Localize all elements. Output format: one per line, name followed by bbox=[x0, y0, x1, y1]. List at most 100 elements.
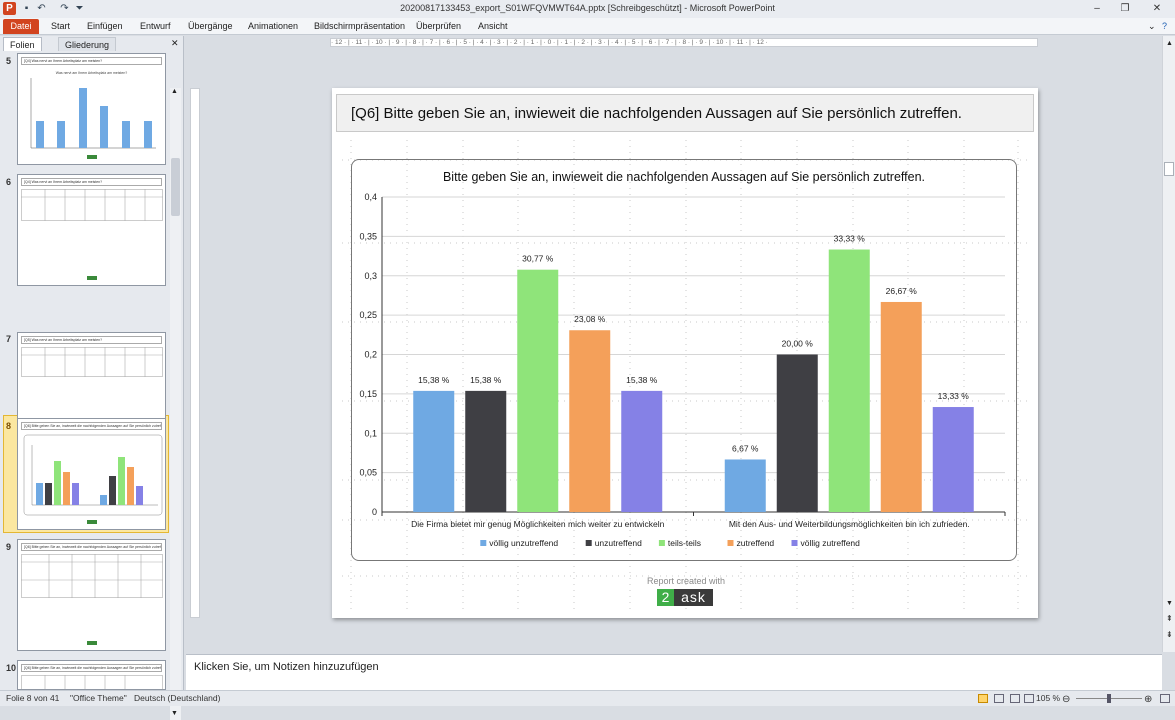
report-created-text: Report created with bbox=[646, 576, 726, 586]
data-label: 6,67 % bbox=[732, 443, 759, 453]
y-tick-label: 0,05 bbox=[359, 468, 377, 478]
tab-ueberpruefen[interactable]: Überprüfen bbox=[416, 21, 462, 31]
legend-swatch bbox=[791, 540, 798, 546]
scroll-down-icon[interactable]: ▼ bbox=[171, 710, 178, 717]
slide-sorter-icon[interactable] bbox=[994, 694, 1004, 703]
bar-chart: Bitte geben Sie an, inwieweit die nachfo… bbox=[359, 170, 1006, 548]
slide-title[interactable]: [Q6] Bitte geben Sie an, inwieweit die n… bbox=[336, 94, 1034, 132]
vertical-scrollbar[interactable]: ▲ ▼ ⇞ ⇟ bbox=[1162, 36, 1175, 652]
fit-to-window-icon[interactable] bbox=[1160, 694, 1170, 703]
zoom-level[interactable]: 105 % bbox=[1036, 693, 1061, 703]
legend-label: unzutreffend bbox=[595, 538, 642, 548]
theme-name[interactable]: "Office Theme" bbox=[70, 693, 127, 703]
thumb-chart bbox=[23, 434, 163, 516]
tab-datei[interactable]: Datei bbox=[3, 19, 39, 34]
slide-thumbnail-6[interactable]: [Q4] Was nervt an Ihrem Arbeitsplatz am … bbox=[17, 174, 166, 286]
save-icon[interactable]: ▪ bbox=[24, 3, 29, 14]
data-label: 33,33 % bbox=[834, 234, 866, 244]
reading-view-icon[interactable] bbox=[1010, 694, 1020, 703]
tab-einfuegen[interactable]: Einfügen bbox=[87, 21, 123, 31]
thumb-title: [Q6] Bitte geben Sie an, inwieweit die n… bbox=[21, 664, 162, 672]
powerpoint-logo-icon[interactable]: P bbox=[3, 2, 16, 15]
thumb-table bbox=[21, 189, 163, 221]
y-tick-label: 0,1 bbox=[364, 428, 377, 438]
zoom-slider-thumb[interactable] bbox=[1107, 694, 1111, 703]
bar bbox=[569, 330, 611, 512]
2ask-logo: 2 ask bbox=[657, 589, 713, 606]
legend-label: völlig unzutreffend bbox=[489, 538, 558, 548]
thumb-title: [Q4] Was nervt an Ihrem Arbeitsplatz am … bbox=[21, 178, 162, 186]
pane-close-icon[interactable]: ✕ bbox=[171, 38, 179, 48]
horizontal-ruler[interactable]: · 12 · | · 11 · | · 10 · | · 9 · | · 8 ·… bbox=[330, 38, 1038, 47]
data-label: 23,08 % bbox=[574, 314, 606, 324]
y-tick-label: 0,35 bbox=[359, 231, 377, 241]
zoom-in-icon[interactable]: ⊕ bbox=[1144, 694, 1153, 705]
notes-pane[interactable]: Klicken Sie, um Notizen hinzuzufügen bbox=[186, 654, 1162, 690]
bar bbox=[880, 301, 922, 512]
slide-thumbnail-10[interactable]: [Q6] Bitte geben Sie an, inwieweit die n… bbox=[17, 660, 166, 690]
scroll-up-icon[interactable]: ▲ bbox=[1166, 40, 1173, 47]
redo-icon[interactable]: ↷ bbox=[60, 3, 69, 14]
scrollbar-thumb[interactable] bbox=[1164, 162, 1174, 176]
tab-folien[interactable]: Folien bbox=[3, 37, 42, 51]
thumb-chart-title: Was nervt am Ihrem Arbeitsplatz am meist… bbox=[55, 71, 128, 75]
ribbon-tabs: Datei Start Einfügen Entwurf Übergänge A… bbox=[0, 18, 1175, 35]
zoom-out-icon[interactable]: ⊖ bbox=[1062, 694, 1071, 705]
title-bar: P ▪ ↶ ↷ ⏷ 20200817133453_export_S01WFQVM… bbox=[0, 0, 1175, 18]
slide-counter: Folie 8 von 41 bbox=[6, 693, 60, 703]
slide-canvas[interactable]: [Q6] Bitte geben Sie an, inwieweit die n… bbox=[332, 88, 1038, 618]
next-slide-icon[interactable]: ⇟ bbox=[1166, 630, 1173, 639]
bar bbox=[828, 249, 870, 512]
slide-number: 9 bbox=[6, 542, 12, 552]
chart-frame[interactable]: Bitte geben Sie an, inwieweit die nachfo… bbox=[351, 159, 1017, 561]
thumb-title: [Q6] Bitte geben Sie an, inwieweit die n… bbox=[21, 422, 162, 430]
y-tick-label: 0,4 bbox=[364, 192, 377, 202]
tab-ansicht[interactable]: Ansicht bbox=[478, 21, 508, 31]
help-icon[interactable]: ? bbox=[1162, 21, 1168, 31]
slide-thumbnail-9[interactable]: [Q6] Bitte geben Sie an, inwieweit die n… bbox=[17, 539, 166, 651]
customize-toolbar-icon[interactable]: ⏷ bbox=[75, 3, 84, 14]
tab-uebergaenge[interactable]: Übergänge bbox=[188, 21, 233, 31]
previous-slide-icon[interactable]: ⇞ bbox=[1166, 614, 1173, 623]
scroll-down-icon[interactable]: ▼ bbox=[1166, 600, 1173, 607]
x-category-label: Die Firma bietet mir genug Möglichkeiten… bbox=[411, 519, 664, 529]
tab-animationen[interactable]: Animationen bbox=[248, 21, 299, 31]
legend-label: völlig zutreffend bbox=[801, 538, 861, 548]
bar bbox=[932, 407, 974, 512]
logo-word: ask bbox=[674, 589, 713, 606]
maximize-button[interactable]: ❐ bbox=[1120, 3, 1130, 14]
slide-number: 8 bbox=[6, 421, 12, 431]
thumb-title: [Q5] Was nervt an Ihrem Arbeitsplatz am … bbox=[21, 336, 162, 344]
slide-number: 6 bbox=[6, 177, 12, 187]
logo-digit: 2 bbox=[657, 589, 674, 606]
slide-number: 5 bbox=[6, 56, 12, 66]
minimize-button[interactable]: – bbox=[1094, 3, 1100, 14]
thumb-chart bbox=[30, 78, 156, 149]
language-status[interactable]: Deutsch (Deutschland) bbox=[134, 693, 221, 703]
tab-entwurf[interactable]: Entwurf bbox=[140, 21, 171, 31]
thumb-logo bbox=[87, 520, 97, 524]
legend-label: teils-teils bbox=[668, 538, 701, 548]
data-label: 15,38 % bbox=[626, 375, 658, 385]
scroll-up-icon[interactable]: ▲ bbox=[171, 88, 178, 95]
close-button[interactable]: ✕ bbox=[1152, 3, 1162, 14]
tab-bildschirmpraesentation[interactable]: Bildschirmpräsentation bbox=[314, 21, 406, 31]
thumb-title: [Q6] Bitte geben Sie an, inwieweit die n… bbox=[21, 543, 162, 551]
legend-label: zutreffend bbox=[737, 538, 775, 548]
undo-icon[interactable]: ↶ bbox=[37, 3, 46, 14]
data-label: 20,00 % bbox=[782, 339, 814, 349]
bar bbox=[465, 390, 507, 512]
slide-thumbnail-8[interactable]: [Q6] Bitte geben Sie an, inwieweit die n… bbox=[17, 418, 166, 530]
slide-thumbnail-5[interactable]: [Q4] Was nervt an Ihrem Arbeitsplatz am … bbox=[17, 53, 166, 165]
vertical-ruler[interactable] bbox=[190, 88, 200, 618]
thumb-table bbox=[21, 554, 163, 598]
y-tick-label: 0,25 bbox=[359, 310, 377, 320]
tab-start[interactable]: Start bbox=[51, 21, 71, 31]
scrollbar-thumb[interactable] bbox=[171, 158, 180, 216]
normal-view-icon[interactable] bbox=[978, 694, 988, 703]
slides-pane-scrollbar[interactable]: ▲ ▼ bbox=[170, 88, 181, 720]
ribbon-collapse-icon[interactable]: ⌄ bbox=[1148, 21, 1156, 31]
slideshow-icon[interactable] bbox=[1024, 694, 1034, 703]
notes-placeholder[interactable]: Klicken Sie, um Notizen hinzuzufügen bbox=[194, 661, 379, 673]
tab-gliederung[interactable]: Gliederung bbox=[58, 37, 117, 51]
